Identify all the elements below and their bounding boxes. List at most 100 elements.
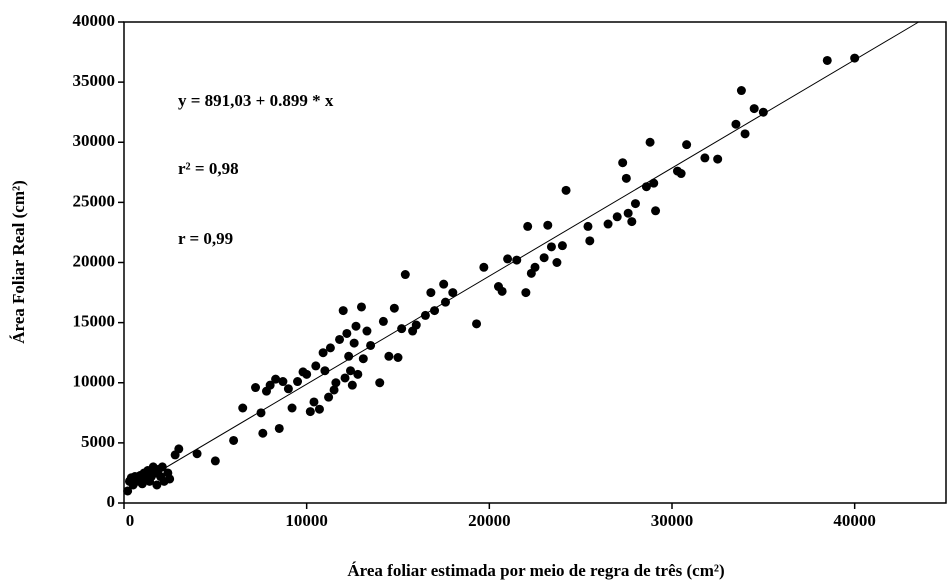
- y-axis-label: Área Foliar Real (cm²): [9, 180, 28, 344]
- x-tick-label: 20000: [468, 511, 511, 530]
- point: [630, 199, 640, 209]
- point: [305, 407, 315, 417]
- point: [329, 385, 339, 395]
- point: [641, 182, 651, 192]
- point: [393, 352, 403, 362]
- point: [397, 324, 407, 334]
- point: [749, 104, 759, 114]
- y-tick-label: 35000: [73, 71, 116, 90]
- point: [539, 253, 549, 263]
- point: [347, 380, 357, 390]
- point: [256, 408, 266, 418]
- point: [314, 404, 324, 414]
- point: [430, 306, 440, 316]
- x-tick-label: 40000: [833, 511, 876, 530]
- point: [676, 169, 686, 179]
- y-tick-label: 40000: [73, 11, 116, 30]
- point: [557, 241, 567, 251]
- point: [479, 262, 489, 272]
- point: [271, 374, 281, 384]
- point: [521, 288, 531, 298]
- point: [546, 242, 556, 252]
- point: [389, 303, 399, 313]
- y-tick-label: 15000: [73, 312, 116, 331]
- point: [340, 373, 350, 383]
- point: [448, 288, 458, 298]
- point: [740, 129, 750, 139]
- point: [174, 444, 184, 454]
- point: [344, 351, 354, 361]
- point: [192, 449, 202, 459]
- point: [682, 140, 692, 150]
- point: [731, 119, 741, 129]
- y-tick-label: 0: [107, 492, 116, 511]
- point: [258, 428, 268, 438]
- point: [335, 334, 345, 344]
- y-tick-label: 20000: [73, 251, 116, 270]
- point: [378, 316, 388, 326]
- point: [645, 137, 655, 147]
- point: [651, 206, 661, 216]
- point: [342, 328, 352, 338]
- point: [349, 338, 359, 348]
- point: [152, 480, 162, 490]
- point: [165, 474, 175, 484]
- point: [552, 258, 562, 267]
- point: [351, 321, 361, 331]
- point: [850, 53, 860, 63]
- point: [420, 310, 430, 320]
- point: [439, 279, 449, 289]
- point: [530, 262, 540, 272]
- point: [623, 208, 633, 218]
- point: [325, 343, 335, 353]
- annotation: y = 891,03 + 0.899 * x: [178, 91, 334, 110]
- point: [411, 320, 421, 330]
- point: [627, 217, 637, 227]
- point: [543, 220, 553, 230]
- point: [758, 107, 768, 117]
- point: [472, 319, 482, 329]
- y-tick-label: 30000: [73, 131, 116, 150]
- point: [309, 397, 319, 407]
- point: [512, 255, 522, 265]
- point: [324, 392, 334, 402]
- point: [523, 221, 533, 231]
- point: [338, 306, 348, 316]
- annotation: r = 0,99: [178, 229, 233, 248]
- point: [356, 302, 366, 312]
- point: [603, 219, 613, 229]
- point: [157, 462, 167, 472]
- x-tick-label: 0: [126, 511, 135, 530]
- point: [353, 369, 363, 379]
- point: [283, 384, 293, 394]
- point: [503, 254, 513, 264]
- point: [251, 383, 261, 393]
- y-tick-label: 5000: [81, 432, 115, 451]
- point: [265, 380, 275, 390]
- point: [426, 288, 436, 298]
- point: [375, 378, 385, 388]
- point: [362, 326, 372, 336]
- point: [366, 340, 376, 350]
- point: [618, 158, 628, 168]
- x-tick-label: 10000: [285, 511, 328, 530]
- point: [278, 377, 288, 387]
- point: [320, 366, 330, 376]
- point: [583, 221, 593, 231]
- point: [649, 178, 659, 188]
- point: [210, 456, 220, 466]
- trend-line: [123, 21, 919, 493]
- point: [311, 361, 321, 371]
- annotation: r² = 0,98: [178, 159, 239, 178]
- y-tick-label: 25000: [73, 191, 116, 210]
- point: [585, 236, 595, 246]
- point: [302, 369, 312, 379]
- point: [229, 435, 239, 445]
- point: [331, 378, 341, 388]
- point: [238, 403, 248, 413]
- point: [346, 366, 356, 376]
- point: [318, 348, 328, 358]
- point: [822, 55, 832, 65]
- point: [293, 377, 303, 387]
